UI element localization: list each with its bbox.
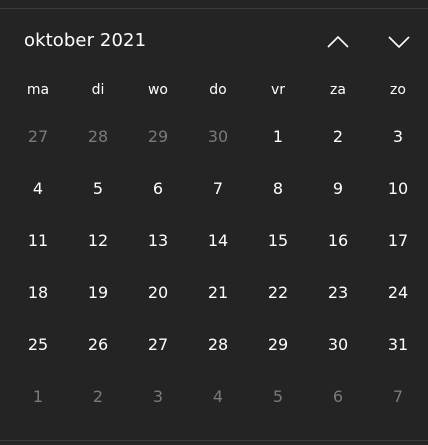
day-cell[interactable]: 3 bbox=[392, 126, 404, 146]
day-cell[interactable]: 25 bbox=[27, 334, 49, 354]
day-cell-other-month[interactable]: 27 bbox=[27, 126, 49, 146]
day-cell[interactable]: 10 bbox=[387, 178, 409, 198]
top-divider bbox=[0, 8, 428, 9]
day-cell[interactable]: 30 bbox=[327, 334, 349, 354]
day-cell-other-month[interactable]: 30 bbox=[207, 126, 229, 146]
day-cell[interactable]: 29 bbox=[267, 334, 289, 354]
day-cell[interactable]: 28 bbox=[207, 334, 229, 354]
day-cell-other-month[interactable]: 3 bbox=[152, 386, 164, 406]
day-cell[interactable]: 24 bbox=[387, 282, 409, 302]
day-cell[interactable]: 17 bbox=[387, 230, 409, 250]
day-cell[interactable]: 13 bbox=[147, 230, 169, 250]
day-cell[interactable]: 5 bbox=[92, 178, 104, 198]
day-cell-other-month[interactable]: 7 bbox=[392, 386, 404, 406]
weekday-header-row: ma di wo do vr za zo bbox=[8, 78, 428, 102]
day-cell-other-month[interactable]: 28 bbox=[87, 126, 109, 146]
next-month-button[interactable] bbox=[381, 24, 417, 60]
day-cell[interactable]: 21 bbox=[207, 282, 229, 302]
day-cell[interactable]: 9 bbox=[332, 178, 344, 198]
weekday-label: ma bbox=[26, 82, 50, 98]
day-cell[interactable]: 15 bbox=[267, 230, 289, 250]
day-cell[interactable]: 6 bbox=[152, 178, 164, 198]
chevron-up-icon bbox=[327, 35, 349, 48]
day-cell-other-month[interactable]: 29 bbox=[147, 126, 169, 146]
weekday-label: wo bbox=[147, 82, 168, 98]
weekday-label: za bbox=[330, 82, 346, 98]
day-cell[interactable]: 19 bbox=[87, 282, 109, 302]
day-cell[interactable]: 23 bbox=[327, 282, 349, 302]
day-cell[interactable]: 18 bbox=[27, 282, 49, 302]
previous-month-button[interactable] bbox=[320, 24, 356, 60]
day-cell[interactable]: 14 bbox=[207, 230, 229, 250]
day-cell[interactable]: 4 bbox=[32, 178, 44, 198]
weekday-label: zo bbox=[390, 82, 406, 98]
day-cell[interactable]: 7 bbox=[212, 178, 224, 198]
day-cell-other-month[interactable]: 5 bbox=[272, 386, 284, 406]
day-cell-other-month[interactable]: 2 bbox=[92, 386, 104, 406]
chevron-down-icon bbox=[388, 36, 410, 49]
day-cell[interactable]: 2 bbox=[332, 126, 344, 146]
day-cell[interactable]: 16 bbox=[327, 230, 349, 250]
day-cell[interactable]: 8 bbox=[272, 178, 284, 198]
day-cell-other-month[interactable]: 6 bbox=[332, 386, 344, 406]
weekday-label: do bbox=[209, 82, 227, 98]
day-cell[interactable]: 27 bbox=[147, 334, 169, 354]
bottom-divider bbox=[0, 440, 428, 441]
day-cell[interactable]: 20 bbox=[147, 282, 169, 302]
day-cell[interactable]: 11 bbox=[27, 230, 49, 250]
month-title[interactable]: oktober 2021 bbox=[24, 30, 147, 51]
weekday-label: vr bbox=[270, 82, 286, 98]
day-cell[interactable]: 31 bbox=[387, 334, 409, 354]
day-cell[interactable]: 12 bbox=[87, 230, 109, 250]
day-cell-other-month[interactable]: 4 bbox=[212, 386, 224, 406]
calendar-header: oktober 2021 bbox=[0, 20, 428, 64]
day-cell-other-month[interactable]: 1 bbox=[32, 386, 44, 406]
day-cell[interactable]: 1 bbox=[272, 126, 284, 146]
day-grid: 27 28 29 30 1 2 3 4 5 6 7 8 9 10 11 12 13 14 15 16 17 18 19 20 2… bbox=[8, 110, 428, 422]
day-cell[interactable]: 22 bbox=[267, 282, 289, 302]
weekday-label: di bbox=[91, 82, 105, 98]
day-cell[interactable]: 26 bbox=[87, 334, 109, 354]
